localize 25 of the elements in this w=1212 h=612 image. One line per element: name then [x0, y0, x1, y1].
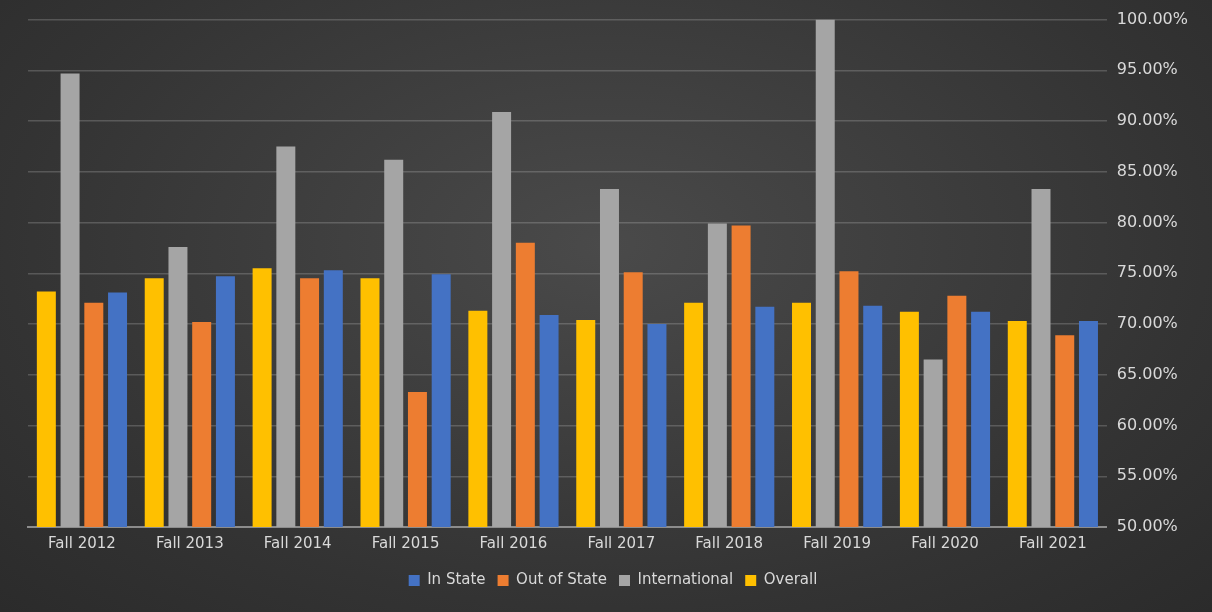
legend-label: In State — [427, 570, 486, 589]
legend-label: International — [637, 570, 734, 589]
y-tick-label: 75.00% — [1116, 262, 1178, 282]
x-tick-label: Fall 2021 — [1019, 533, 1087, 552]
y-tick-label: 100.00% — [1116, 8, 1188, 28]
y-tick-label: 70.00% — [1116, 313, 1178, 333]
x-tick-label: Fall 2020 — [911, 533, 979, 552]
legend-label: Out of State — [516, 570, 607, 589]
legend-label: Overall — [763, 570, 818, 589]
x-tick-label: Fall 2017 — [587, 533, 656, 552]
y-tick-label: 95.00% — [1116, 59, 1178, 79]
y-tick-label: 90.00% — [1116, 110, 1178, 130]
x-tick-label: Fall 2018 — [695, 533, 764, 552]
x-tick-label: Fall 2016 — [479, 533, 548, 552]
y-tick-label: 55.00% — [1116, 465, 1178, 485]
x-tick-label: Fall 2015 — [371, 533, 440, 552]
x-tick-label: Fall 2012 — [48, 533, 116, 552]
y-tick-label: 60.00% — [1116, 414, 1178, 434]
y-tick-label: 80.00% — [1116, 211, 1178, 231]
y-tick-label: 50.00% — [1116, 516, 1178, 536]
y-tick-label: 65.00% — [1116, 363, 1178, 383]
x-tick-label: Fall 2014 — [263, 533, 332, 552]
y-tick-label: 85.00% — [1116, 160, 1178, 180]
x-tick-label: Fall 2019 — [803, 533, 871, 552]
x-tick-label: Fall 2013 — [155, 533, 224, 552]
